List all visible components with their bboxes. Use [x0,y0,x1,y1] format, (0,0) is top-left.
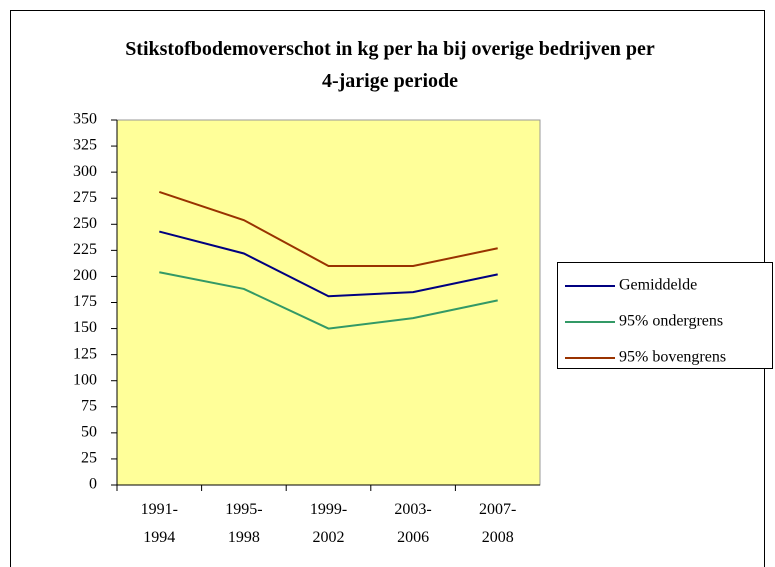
y-tick-label: 325 [73,137,97,154]
y-tick-label: 300 [73,163,97,180]
y-tick-label: 250 [73,215,97,232]
x-tick-label: 2007-2008 [479,501,517,546]
y-tick-label: 75 [81,397,97,414]
legend-box [557,262,773,369]
y-tick-label: 175 [73,293,97,310]
x-tick-label: 1999-2002 [309,501,348,546]
x-tick-label: 1991-1994 [140,501,178,546]
y-tick-label: 225 [73,241,97,258]
y-tick-label: 275 [73,189,97,206]
y-tick-label: 50 [81,424,97,441]
legend-label: 95% bovengrens [619,349,726,366]
y-tick-label: 150 [73,319,97,336]
legend-label: Gemiddelde [619,277,697,294]
chart-title: Stikstofbodemoverschot in kg per ha bij … [125,38,655,92]
series-line [159,230,498,298]
series-line [158,191,498,267]
y-tick-label: 350 [73,111,97,128]
y-tick-label: 0 [89,476,97,493]
y-tick-label: 125 [73,345,97,362]
plot-area [116,119,541,486]
legend-label: 95% ondergrens [619,313,723,330]
x-tick-label: 1995-1998 [225,501,263,546]
y-tick-label: 100 [73,371,97,388]
y-tick-label: 25 [81,450,97,467]
x-tick-label: 2003-2006 [394,501,432,546]
series-line [159,271,498,330]
y-tick-label: 200 [73,267,97,284]
